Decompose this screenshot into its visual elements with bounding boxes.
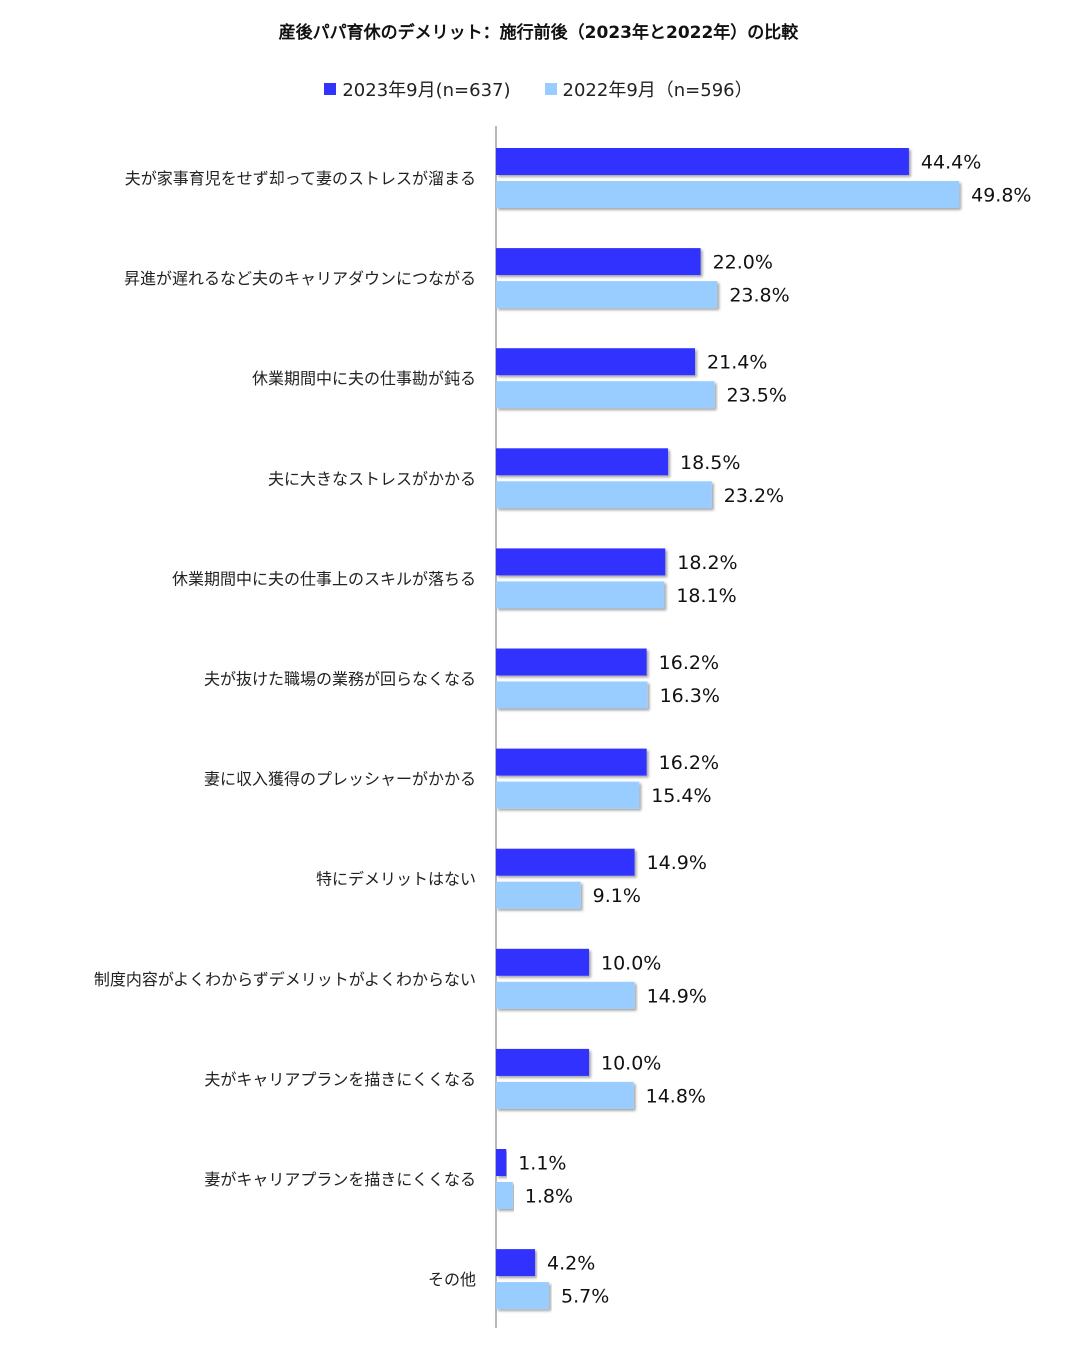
bar-2023 [496,848,635,876]
bar-2023 [496,148,909,175]
data-label-2023: 44.4% [921,152,981,174]
data-label-2022: 23.8% [729,285,789,307]
bar-2022 [496,381,715,409]
category-label: 妻がキャリアプランを描きにくくなる [204,1170,476,1189]
category-label: 夫がキャリアプランを描きにくくなる [204,1070,476,1089]
category-label: 休業期間中に夫の仕事勘が鈍る [252,369,476,388]
bar-2023 [496,348,696,376]
data-label-2022: 16.3% [660,685,720,707]
bar-2022 [496,281,718,309]
category-label: 特にデメリットはない [316,870,476,889]
legend-swatch-2023 [324,83,337,95]
bar-2023 [496,648,647,676]
bar-2022 [496,981,635,1009]
bar-2022 [496,1081,634,1109]
data-label-2023: 18.2% [677,552,737,574]
bar-2023 [496,248,701,276]
bar-2022 [496,481,712,509]
category-label: 夫に大きなストレスがかかる [268,469,476,488]
bar-2023 [496,448,669,476]
category-label: 休業期間中に夫の仕事上のスキルが落ちる [172,569,476,588]
bar-2023 [496,748,647,776]
category-label: 制度内容がよくわからずデメリットがよくわからない [94,970,476,989]
bar-2022 [496,781,640,809]
data-label-2023: 1.1% [518,1153,566,1175]
data-label-2023: 18.5% [680,452,740,474]
data-label-2022: 5.7% [561,1286,609,1308]
bar-2022 [496,581,665,609]
data-label-2022: 9.1% [593,885,641,907]
bar-2023 [496,1048,589,1076]
category-label: 夫が家事育児をせず却って妻のストレスが溜まる [125,169,476,188]
bar-2022 [496,1182,513,1209]
bar-2022 [496,181,960,208]
legend-item-2022: 2022年9月（n=596） [544,76,753,102]
data-label-2022: 23.5% [727,385,787,407]
data-label-2023: 22.0% [713,252,773,274]
bar-2023 [496,1149,507,1176]
data-label-2023: 16.2% [659,652,719,674]
bar-2023 [496,948,589,976]
data-label-2023: 4.2% [547,1253,595,1275]
data-label-2023: 10.0% [601,1052,661,1074]
category-label: 昇進が遅れるなど夫のキャリアダウンにつながる [124,269,476,288]
bar-2023 [496,548,666,576]
data-label-2023: 10.0% [601,952,661,974]
data-label-2022: 1.8% [525,1186,573,1208]
bar-2022 [496,681,648,709]
data-label-2022: 49.8% [971,185,1031,207]
data-label-2023: 21.4% [707,352,767,374]
legend-label-2023: 2023年9月(n=637) [342,80,511,101]
bar-2022 [496,1282,550,1310]
bar-2022 [496,881,581,909]
category-label: 妻に収入獲得のプレッシャーがかかる [204,770,476,789]
legend-label-2022: 2022年9月（n=596） [562,80,753,101]
legend-item-2023: 2023年9月(n=637) [324,76,511,102]
data-label-2022: 23.2% [724,485,784,507]
data-label-2023: 16.2% [659,752,719,774]
chart-title: 産後パパ育休のデメリット：施行前後（2023年と2022年）の比較 [278,23,799,43]
data-label-2023: 14.9% [647,852,707,874]
legend: 2023年9月(n=637) 2022年9月（n=596） [0,76,1077,102]
bar-2023 [496,1249,536,1277]
data-label-2022: 15.4% [651,785,711,807]
data-label-2022: 14.8% [646,1085,706,1107]
data-label-2022: 14.9% [647,985,707,1007]
legend-swatch-2022 [544,83,557,95]
category-label: その他 [428,1270,476,1289]
data-label-2022: 18.1% [676,585,736,607]
category-label: 夫が抜けた職場の業務が回らなくなる [204,670,476,689]
